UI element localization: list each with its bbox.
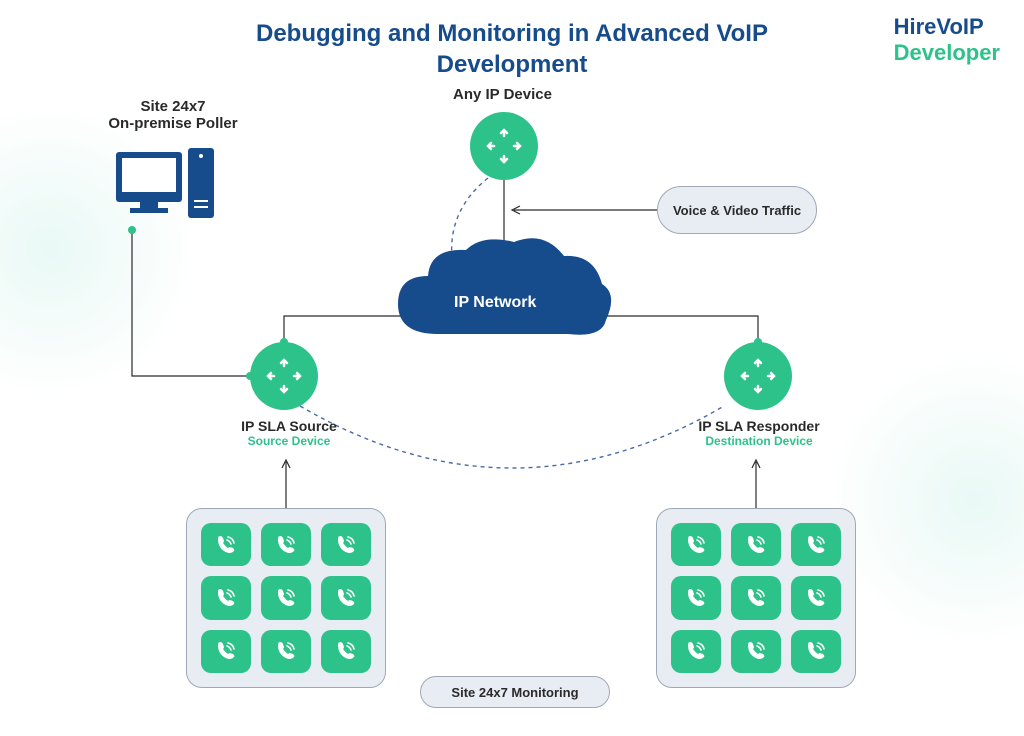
logo-part3: Developer (894, 40, 1000, 65)
sla-source-label: IP SLA Source Source Device (219, 418, 359, 448)
traffic-label: Voice & Video Traffic (673, 203, 801, 218)
router-top (470, 112, 538, 180)
traffic-pill: Voice & Video Traffic (657, 186, 817, 234)
sla-source-sub: Source Device (219, 434, 359, 448)
monitoring-pill: Site 24x7 Monitoring (420, 676, 610, 708)
poller-label: Site 24x7 On-premise Poller (98, 98, 248, 132)
sla-responder-label: IP SLA Responder Destination Device (679, 418, 839, 448)
router-right (724, 342, 792, 410)
sla-responder-title: IP SLA Responder (679, 418, 839, 434)
phone-icon (791, 523, 841, 566)
bg-gradient-left (0, 100, 200, 400)
phone-icon (731, 630, 781, 673)
phone-icon (201, 630, 251, 673)
phone-icon (731, 576, 781, 619)
phone-icon (261, 630, 311, 673)
router-left (250, 342, 318, 410)
phone-icon (671, 630, 721, 673)
phone-icon (261, 576, 311, 619)
page-title: Debugging and Monitoring in Advanced VoI… (212, 18, 812, 80)
phone-icon (671, 576, 721, 619)
monitoring-label: Site 24x7 Monitoring (451, 685, 578, 700)
sla-responder-sub: Destination Device (679, 434, 839, 448)
phone-icon (671, 523, 721, 566)
any-ip-label: Any IP Device (453, 86, 552, 103)
phone-icon (791, 576, 841, 619)
phone-icon (261, 523, 311, 566)
phone-grid-left (186, 508, 386, 688)
computer-icon (110, 146, 220, 239)
sla-source-title: IP SLA Source (219, 418, 359, 434)
phone-icon (321, 576, 371, 619)
logo: HireVoIP Developer (894, 14, 1000, 66)
logo-part2: VoIP (936, 14, 983, 39)
phone-icon (731, 523, 781, 566)
cloud-label: IP Network (454, 294, 536, 312)
poller-line1: Site 24x7 (98, 98, 248, 115)
phone-grid-right (656, 508, 856, 688)
phone-icon (201, 523, 251, 566)
phone-icon (201, 576, 251, 619)
phone-icon (321, 630, 371, 673)
logo-part1: Hire (894, 14, 937, 39)
phone-icon (791, 630, 841, 673)
poller-line2: On-premise Poller (98, 115, 248, 132)
phone-icon (321, 523, 371, 566)
